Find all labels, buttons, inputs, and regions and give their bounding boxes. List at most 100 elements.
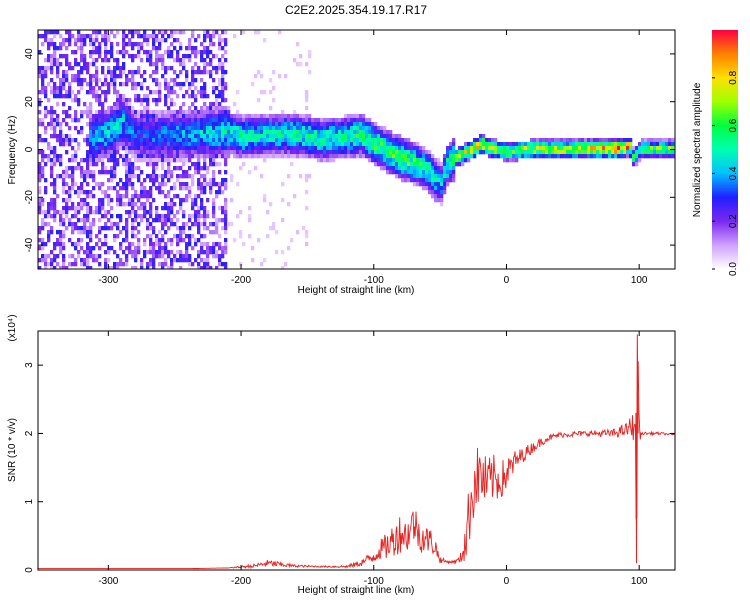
heatmap-cell <box>221 206 225 211</box>
heatmap-cell <box>104 122 108 127</box>
heatmap-cell <box>173 258 177 263</box>
heatmap-cell <box>161 234 165 239</box>
heatmap-cell <box>674 138 675 143</box>
heatmap-cell <box>332 142 336 147</box>
heatmap-cell <box>152 258 156 263</box>
heatmap-cell <box>98 118 102 123</box>
heatmap-cell <box>80 58 84 63</box>
heatmap-cell <box>95 94 99 99</box>
heatmap-cell <box>155 234 159 239</box>
heatmap-cell <box>77 30 81 35</box>
heatmap-cell <box>221 118 225 123</box>
heatmap-cell <box>122 158 126 163</box>
heatmap-cell <box>110 46 114 51</box>
heatmap-cell <box>272 134 276 139</box>
heatmap-cell <box>617 154 621 159</box>
heatmap-cell <box>140 114 144 119</box>
heatmap-cell <box>218 38 222 43</box>
heatmap-cell <box>233 34 237 39</box>
heatmap-cell <box>50 202 54 207</box>
heatmap-cell <box>38 134 42 139</box>
heatmap-cell <box>434 170 438 175</box>
heatmap-cell <box>44 58 48 63</box>
heatmap-cell <box>224 30 228 35</box>
heatmap-cell <box>137 206 141 211</box>
heatmap-cell <box>236 90 240 95</box>
heatmap-cell <box>170 210 174 215</box>
heatmap-cell <box>158 114 162 119</box>
heatmap-cell <box>176 154 180 159</box>
heatmap-cell <box>287 142 291 147</box>
heatmap-cell <box>44 114 48 119</box>
heatmap-cell <box>413 146 417 151</box>
heatmap-cell <box>179 42 183 47</box>
heatmap-cell <box>554 142 558 147</box>
heatmap-cell <box>203 250 207 255</box>
heatmap-cell <box>92 58 96 63</box>
heatmap-cell <box>77 250 81 255</box>
heatmap-cell <box>107 106 111 111</box>
heatmap-cell <box>536 154 540 159</box>
heatmap-cell <box>386 146 390 151</box>
heatmap-cell <box>224 186 228 191</box>
heatmap-cell <box>92 254 96 259</box>
heatmap-cell <box>50 198 54 203</box>
heatmap-cell <box>293 138 297 143</box>
heatmap-cell <box>50 70 54 75</box>
heatmap-cell <box>53 130 57 135</box>
heatmap-cell <box>161 182 165 187</box>
heatmap-cell <box>326 126 330 131</box>
heatmap-cell <box>413 174 417 179</box>
heatmap-cell <box>227 130 231 135</box>
heatmap-cell <box>98 134 102 139</box>
heatmap-cell <box>86 246 90 251</box>
heatmap-cell <box>212 122 216 127</box>
heatmap-cell <box>446 158 450 163</box>
heatmap-cell <box>620 142 624 147</box>
heatmap-cell <box>176 54 180 59</box>
heatmap-cell <box>359 118 363 123</box>
heatmap-cell <box>167 178 171 183</box>
heatmap-cell <box>233 114 237 119</box>
heatmap-cell <box>527 146 531 151</box>
heatmap-cell <box>38 186 42 191</box>
heatmap-cell <box>242 134 246 139</box>
heatmap-cell <box>44 254 48 259</box>
heatmap-cell <box>176 110 180 115</box>
heatmap-cell <box>68 126 72 131</box>
heatmap-cell <box>653 150 657 155</box>
heatmap-cell <box>182 102 186 107</box>
heatmap-cell <box>110 106 114 111</box>
heatmap-cell <box>86 138 90 143</box>
heatmap-cell <box>128 70 132 75</box>
heatmap-cell <box>134 110 138 115</box>
heatmap-cell <box>203 46 207 51</box>
heatmap-cell <box>152 162 156 167</box>
heatmap-cell <box>494 154 498 159</box>
heatmap-cell <box>47 254 51 259</box>
figure-title: C2E2.2025.354.19.17.R17 <box>285 3 427 17</box>
heatmap-cell <box>53 218 57 223</box>
heatmap-cell <box>140 170 144 175</box>
heatmap-cell <box>191 182 195 187</box>
heatmap-cell <box>239 138 243 143</box>
heatmap-cell <box>212 170 216 175</box>
heatmap-cell <box>53 146 57 151</box>
heatmap-cell <box>104 82 108 87</box>
heatmap-cell <box>74 210 78 215</box>
heatmap-cell <box>332 130 336 135</box>
heatmap-cell <box>182 58 186 63</box>
heatmap-cell <box>104 190 108 195</box>
heatmap-cell <box>107 194 111 199</box>
heatmap-cell <box>131 226 135 231</box>
heatmap-cell <box>86 258 90 263</box>
heatmap-cell <box>149 146 153 151</box>
heatmap-cell <box>197 130 201 135</box>
heatmap-cell <box>275 126 279 131</box>
heatmap-cell <box>77 230 81 235</box>
heatmap-cell <box>74 114 78 119</box>
heatmap-cell <box>101 66 105 71</box>
heatmap-cell <box>425 182 429 187</box>
heatmap-cell <box>302 118 306 123</box>
heatmap-cell <box>257 118 261 123</box>
